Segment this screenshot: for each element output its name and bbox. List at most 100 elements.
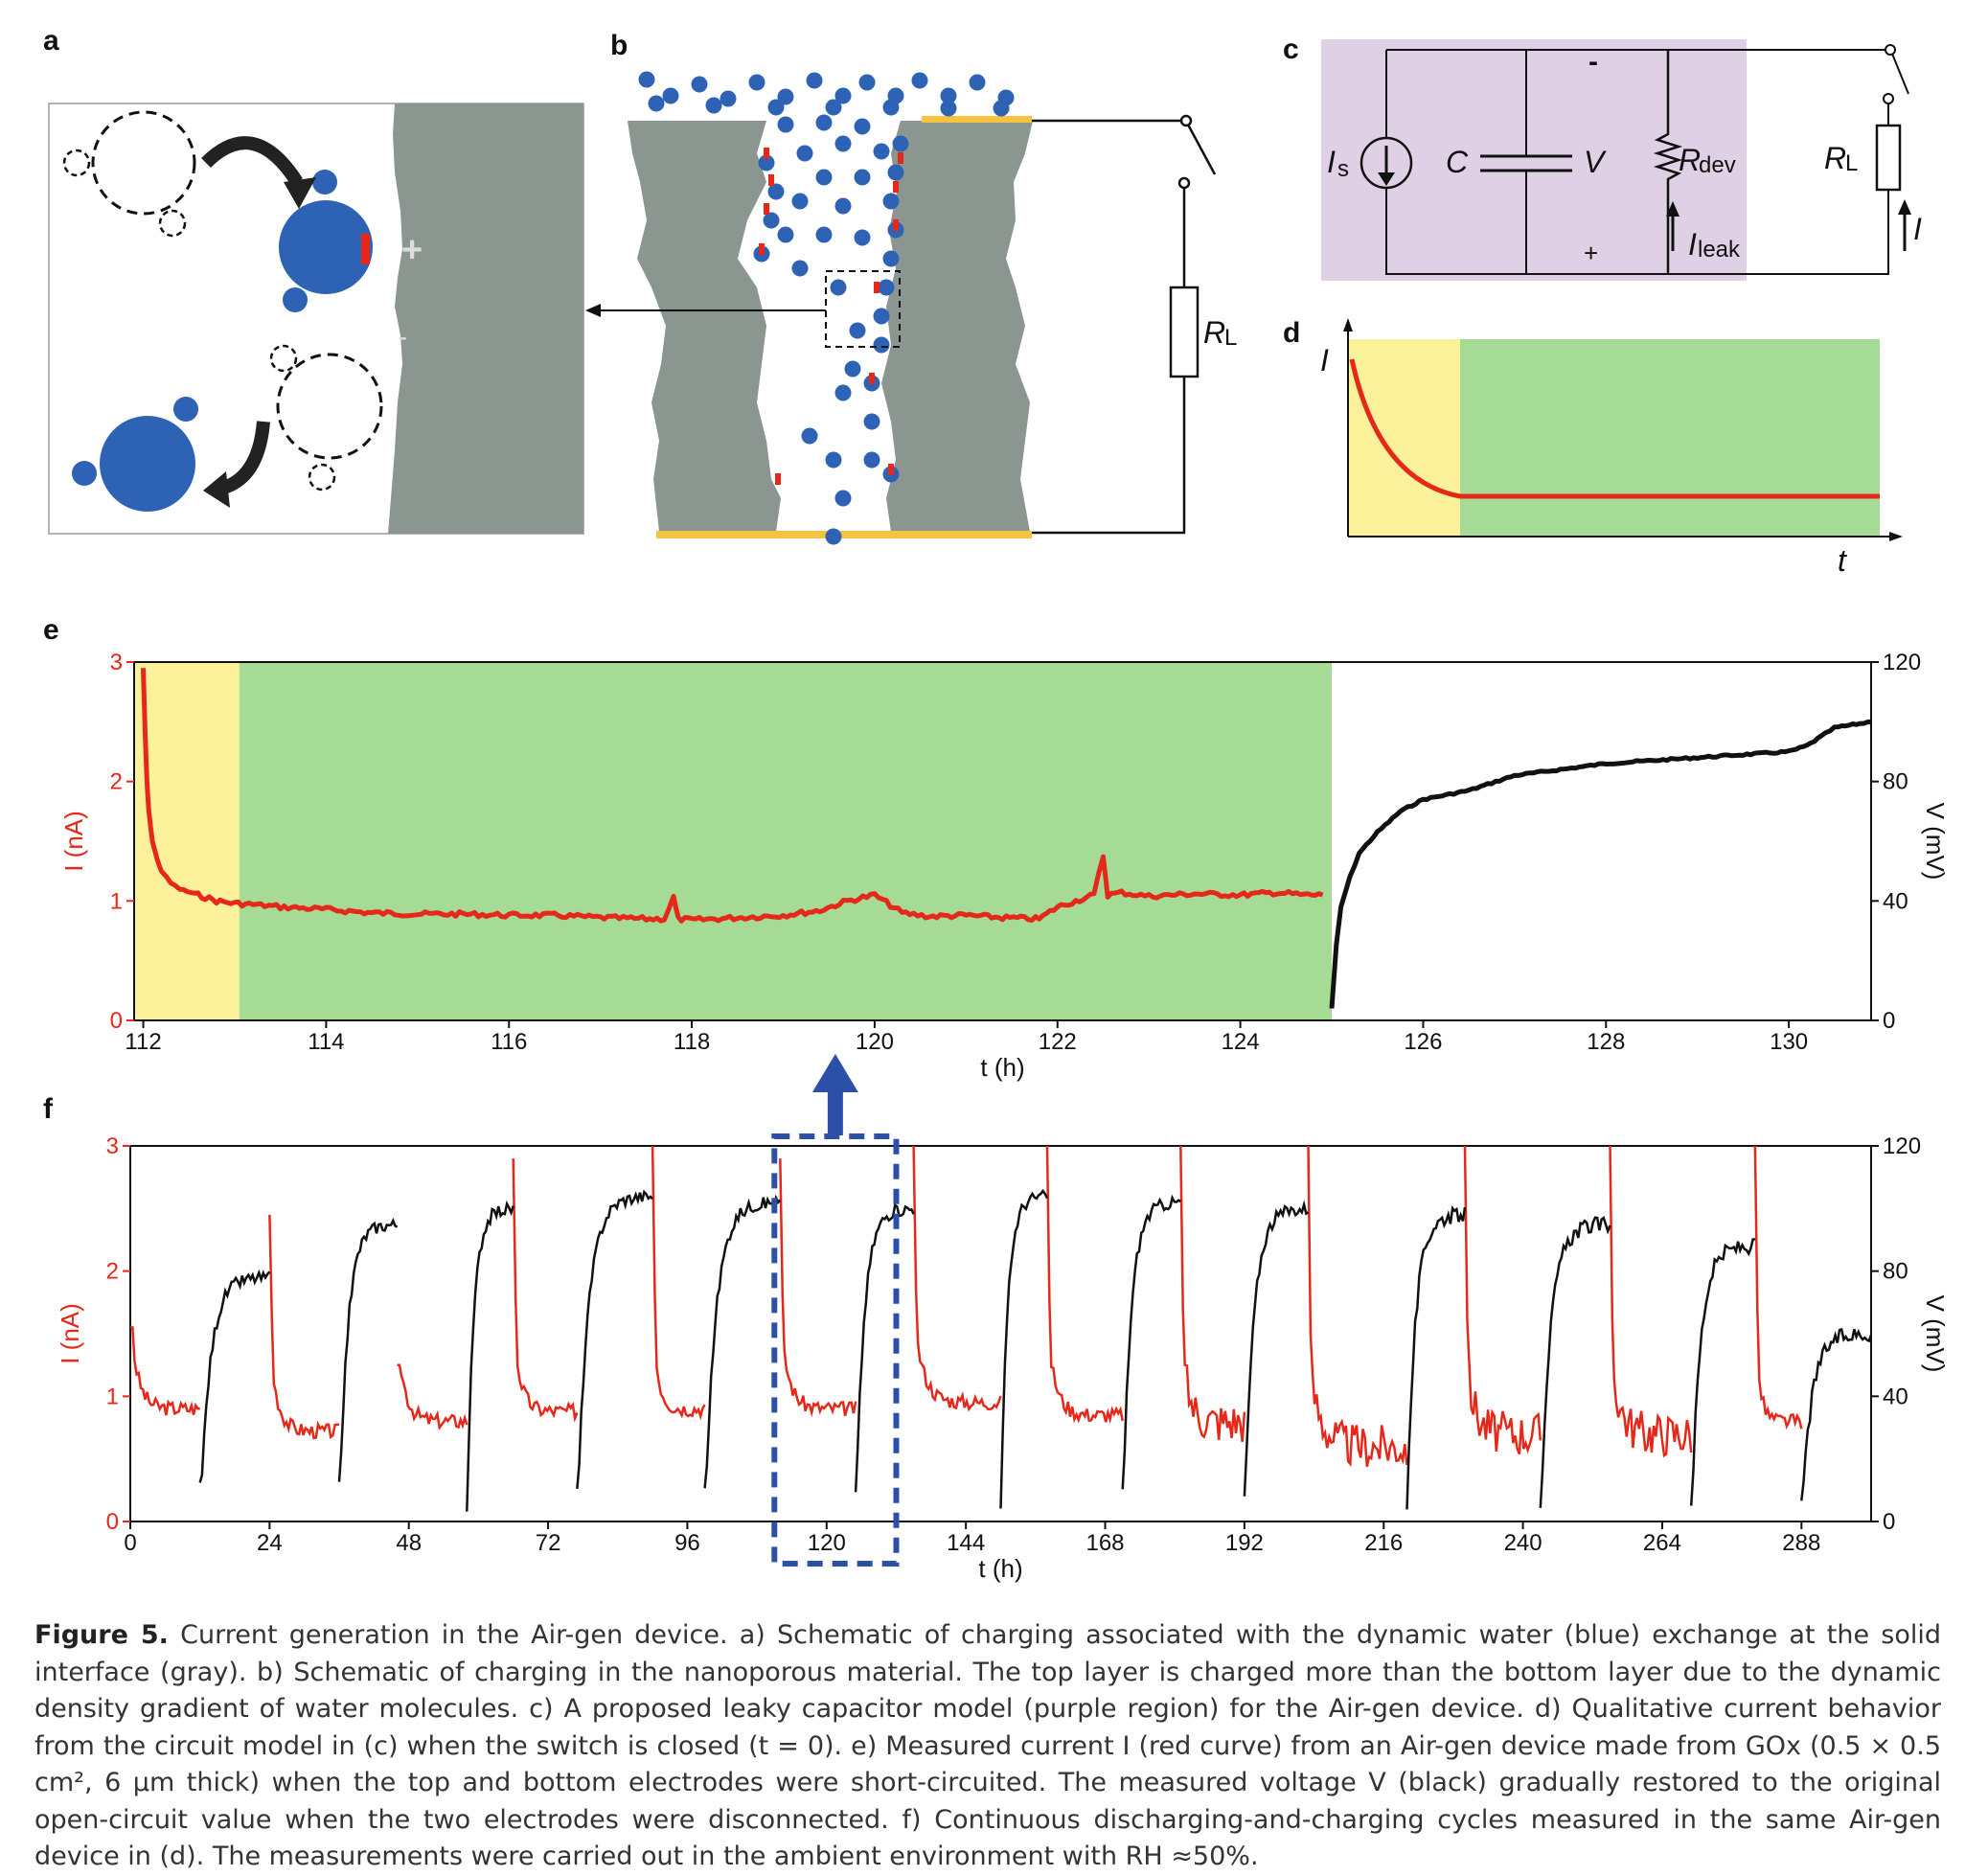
surface-charge [869,373,875,384]
water-molecule [638,71,655,88]
water-molecule [863,451,880,469]
water-molecule [720,90,737,107]
water-molecule [911,72,928,89]
water-molecule [777,226,794,243]
plus-sign: + [1584,239,1598,267]
voltage-cycle [1405,1204,1467,1510]
y-right-tick-label: 40 [1883,1384,1908,1409]
water-molecule [806,72,823,89]
x-tick-label: 126 [1404,1029,1442,1055]
svg-text:-: - [398,321,407,353]
water-molecule [940,100,957,117]
ileak-sub: leak [1698,237,1741,263]
y-left-axis-label: I (nA) [56,1303,84,1364]
current-cycle [912,1145,1002,1412]
plot-frame [129,1145,1872,1522]
water-molecule [892,135,909,152]
ileak-label: I [1688,227,1697,262]
panel-a-schematic: + - [48,103,584,535]
plot-frame [133,661,1872,1021]
panel-d-xlabel: t [1838,543,1847,578]
x-tick-label: 116 [491,1029,527,1055]
water-molecule [825,528,842,545]
panel-label-d: d [1283,317,1300,349]
water-molecule [834,197,852,215]
x-tick-label: 96 [674,1530,700,1556]
rdev-sub: dev [1699,152,1736,178]
volt-label: V [1584,145,1607,179]
shaded-region-green [239,662,1333,1020]
water-molecule [825,451,842,469]
water-molecule [830,279,847,296]
voltage-series [1329,719,1872,1009]
zoom-arrow-head [811,1054,858,1092]
voltage-cycle [703,1194,782,1489]
x-tick-label: 192 [1225,1530,1264,1556]
y-left-tick-label: 2 [106,1259,119,1285]
water-molecule [940,87,957,104]
water-molecule [849,322,866,339]
svg-text:+: + [401,230,423,270]
voltage-cycle [337,1217,399,1482]
current-cycle [1179,1145,1246,1442]
surface-charge [888,464,894,475]
voltage-cycle [466,1200,514,1512]
voltage-cycle [1800,1327,1873,1501]
shaded-region-yellow [134,662,240,1020]
x-tick-label: 24 [257,1530,283,1556]
water-molecule [796,145,813,162]
panel-d-plot: I t [1320,318,1903,578]
water-molecule [767,183,785,200]
x-tick-label: 0 [124,1530,136,1556]
current-cycle [779,1158,857,1418]
x-tick-label: 122 [1039,1029,1077,1055]
water-molecule [854,169,871,186]
water-molecule [791,193,809,210]
x-tick-label: 112 [125,1029,161,1055]
y-left-tick-label: 3 [106,1133,119,1159]
panel-b-schematic: R L [585,71,1237,545]
current-cycle [1753,1145,1803,1430]
water-molecule [858,74,876,91]
y-right-tick-label: 80 [1883,769,1908,795]
current-cycle [1045,1145,1124,1425]
water-molecule [815,226,833,243]
x-tick-label: 118 [674,1029,710,1055]
water-molecule [882,193,900,210]
x-tick-label: 48 [396,1530,422,1556]
water-molecule [882,250,900,267]
water-molecule [834,384,852,401]
x-tick-label: 264 [1643,1530,1681,1556]
x-tick-label: 144 [947,1530,985,1556]
surface-charge [893,181,899,193]
y-right-tick-label: 120 [1883,1133,1921,1159]
y-left-tick-label: 2 [110,769,123,795]
current-cycle [1463,1145,1542,1455]
y-right-tick-label: 40 [1883,888,1908,914]
water-molecule [863,413,880,430]
voltage-cycle [1121,1194,1181,1490]
panel-c-circuit: I s C V - + R dev I leak R L I [1321,39,1922,281]
y-left-tick-label: 0 [110,1008,123,1034]
x-axis-label: t (h) [980,1053,1024,1082]
current-cycle [130,1326,200,1416]
voltage-cycle [1689,1237,1756,1506]
panel-b-rl-sub: L [1224,325,1237,351]
water-molecule [873,308,890,325]
water-molecule [777,88,794,105]
source-sub: s [1337,156,1349,182]
surface-charge [898,152,903,164]
water-molecule [834,135,852,152]
current-cycle [512,1158,579,1423]
water-molecule [993,100,1010,117]
rdev-label: R [1679,143,1701,177]
x-tick-label: 114 [308,1029,344,1055]
figure-caption: Figure 5. Current generation in the Air-… [34,1617,1941,1876]
panel-label-a: a [43,25,59,57]
voltage-cycle [1539,1216,1611,1508]
water-molecule [878,279,895,296]
panel-label-f: f [43,1093,54,1125]
water-molecule [854,118,871,135]
x-tick-label: 120 [808,1530,846,1556]
water-molecule [748,74,765,91]
